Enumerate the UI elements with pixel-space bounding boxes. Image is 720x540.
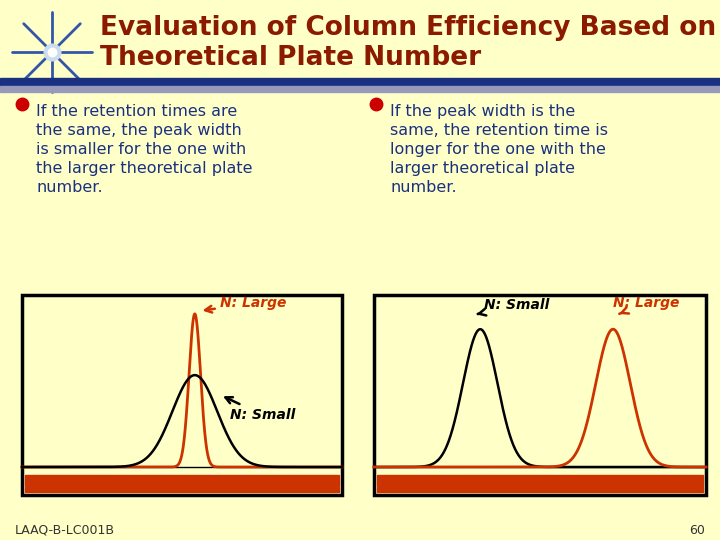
Bar [25, 475, 339, 486]
Bar [377, 487, 703, 492]
Bar [0, 78, 720, 86]
Text: is smaller for the one with: is smaller for the one with [36, 142, 246, 157]
Text: LAAQ-B-LC001B: LAAQ-B-LC001B [15, 523, 115, 537]
Bar [0, 86, 720, 92]
Text: If the peak width is the: If the peak width is the [390, 104, 575, 119]
Text: larger theoretical plate: larger theoretical plate [390, 161, 575, 176]
Bar [374, 295, 706, 495]
Text: same, the retention time is: same, the retention time is [390, 123, 608, 138]
Text: number.: number. [36, 180, 103, 195]
Text: N: Large: N: Large [205, 296, 287, 313]
Text: the larger theoretical plate: the larger theoretical plate [36, 161, 253, 176]
Text: Theoretical Plate Number: Theoretical Plate Number [100, 45, 481, 71]
Text: number.: number. [390, 180, 456, 195]
Text: N: Large: N: Large [613, 296, 680, 314]
Text: the same, the peak width: the same, the peak width [36, 123, 242, 138]
Text: longer for the one with the: longer for the one with the [390, 142, 606, 157]
Bar [377, 475, 703, 486]
Text: Evaluation of Column Efficiency Based on: Evaluation of Column Efficiency Based on [100, 15, 716, 41]
Text: N: Small: N: Small [478, 298, 549, 315]
Text: 60: 60 [689, 523, 705, 537]
Text: N: Small: N: Small [225, 397, 295, 422]
Bar [22, 295, 342, 495]
Text: If the retention times are: If the retention times are [36, 104, 238, 119]
Bar [25, 487, 339, 492]
